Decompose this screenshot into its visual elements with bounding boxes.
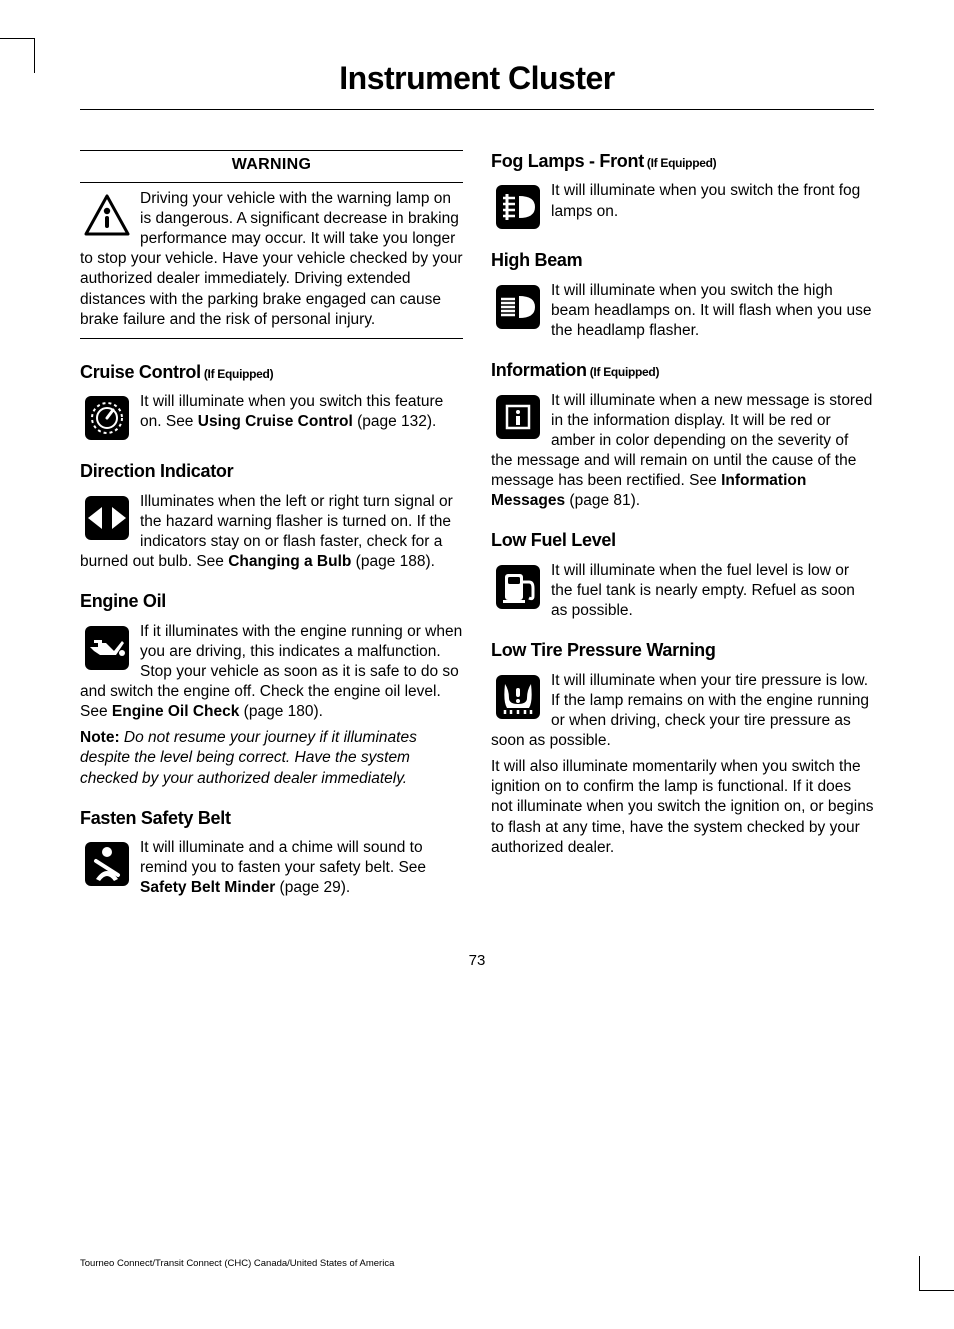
engine-oil-note: Note: Do not resume your journey if it i… [80,728,463,788]
heading-sub: (If Equipped) [201,367,273,381]
high-beam-icon [491,283,545,331]
cruise-heading: Cruise Control (If Equipped) [80,361,463,384]
body-text: It will illuminate and a chime will soun… [140,839,426,876]
warning-text: Driving your vehicle with the warning la… [80,190,463,328]
body-text: (page 81). [565,492,640,509]
cross-ref: Safety Belt Minder [140,879,275,896]
cross-ref: Changing a Bulb [228,553,351,570]
running-head: Instrument Cluster [80,60,874,110]
cross-ref: Engine Oil Check [112,703,239,720]
low-fuel-heading: Low Fuel Level [491,529,874,552]
safety-belt-icon [80,840,134,888]
body-text: It will illuminate when the fuel level i… [551,562,855,619]
body-text: It will illuminate when your tire pressu… [491,672,869,749]
warning-triangle-icon [80,191,134,239]
footer-text: Tourneo Connect/Transit Connect (CHC) Ca… [80,1258,394,1269]
engine-oil-para: If it illuminates with the engine runnin… [80,622,463,723]
fog-lamp-icon [491,183,545,231]
left-column: WARNING Driving your vehicle with the wa… [80,150,463,904]
body-text: It will illuminate when a new message is… [491,392,872,490]
body-text: (page 29). [275,879,350,896]
low-fuel-icon [491,563,545,611]
low-tire-para: It will illuminate when your tire pressu… [491,671,874,752]
direction-heading: Direction Indicator [80,460,463,483]
safety-belt-heading: Fasten Safety Belt [80,807,463,830]
body-text: (page 180). [239,703,323,720]
crop-mark [0,38,35,73]
body-text: (page 188). [351,553,435,570]
body-text: It will illuminate when you switch the h… [551,282,872,339]
cruise-para: It will illuminate when you switch this … [80,392,463,442]
fog-para: It will illuminate when you switch the f… [491,181,874,231]
low-fuel-para: It will illuminate when the fuel level i… [491,561,874,621]
engine-oil-icon [80,624,134,672]
columns: WARNING Driving your vehicle with the wa… [80,150,874,904]
low-tire-para2: It will also illuminate momentarily when… [491,757,874,858]
direction-indicator-icon [80,494,134,542]
page-content: Instrument Cluster WARNING Driving your … [0,0,954,1009]
low-tire-heading: Low Tire Pressure Warning [491,639,874,662]
cruise-control-icon [80,394,134,442]
engine-oil-heading: Engine Oil [80,590,463,613]
heading-sub: (If Equipped) [644,156,716,170]
body-text: It will illuminate when you switch the f… [551,182,860,219]
fog-heading: Fog Lamps - Front (If Equipped) [491,150,874,173]
note-label: Note: [80,729,120,746]
cross-ref: Using Cruise Control [198,413,353,430]
body-text: (page 132). [353,413,437,430]
heading-text: Cruise Control [80,362,201,382]
low-tire-icon [491,673,545,721]
information-icon [491,393,545,441]
right-column: Fog Lamps - Front (If Equipped) It will … [491,150,874,904]
safety-belt-para: It will illuminate and a chime will soun… [80,838,463,898]
heading-text: Information [491,360,587,380]
high-beam-heading: High Beam [491,249,874,272]
information-heading: Information (If Equipped) [491,359,874,382]
high-beam-para: It will illuminate when you switch the h… [491,281,874,341]
crop-mark [919,1256,954,1291]
heading-sub: (If Equipped) [587,365,659,379]
note-text: Do not resume your journey if it illumin… [80,729,417,786]
heading-text: Fog Lamps - Front [491,151,644,171]
direction-para: Illuminates when the left or right turn … [80,492,463,573]
warning-box: Driving your vehicle with the warning la… [80,189,463,339]
warning-heading: WARNING [80,150,463,183]
information-para: It will illuminate when a new message is… [491,391,874,512]
page-number: 73 [80,952,874,969]
